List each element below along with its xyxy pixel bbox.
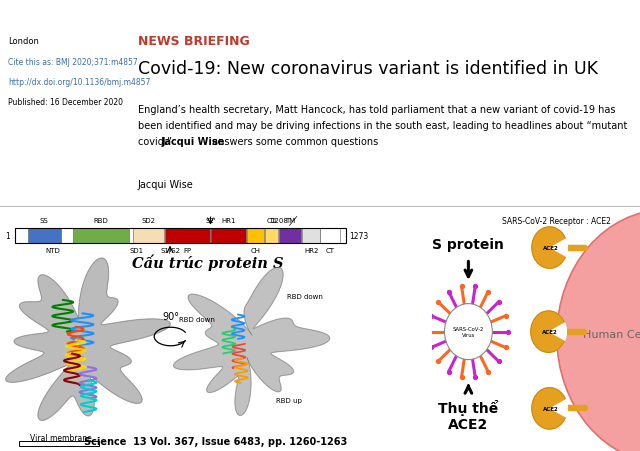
Text: Jacqui Wise: Jacqui Wise (161, 137, 225, 147)
Polygon shape (173, 268, 330, 415)
Bar (15, 228, 346, 243)
Text: SARS-CoV-2 Receptor : ACE2: SARS-CoV-2 Receptor : ACE2 (502, 216, 611, 226)
Text: been identified and may be driving infections in the south east, leading to head: been identified and may be driving infec… (138, 120, 627, 131)
Text: NEWS BRIEFING: NEWS BRIEFING (138, 35, 250, 48)
Text: London: London (8, 37, 39, 46)
Text: RBD down: RBD down (179, 317, 215, 323)
Polygon shape (6, 258, 170, 420)
Text: Cấu trúc protein S: Cấu trúc protein S (132, 254, 283, 271)
Polygon shape (532, 388, 565, 429)
Text: HR2: HR2 (304, 248, 319, 253)
Text: 1273: 1273 (349, 231, 368, 240)
Text: Published: 16 December 2020: Published: 16 December 2020 (8, 97, 123, 106)
Text: ACE2: ACE2 (543, 406, 558, 411)
Circle shape (444, 304, 492, 360)
Text: http://dx.doi.org/10.1136/bmj.m4857: http://dx.doi.org/10.1136/bmj.m4857 (8, 78, 150, 87)
Text: ACE2: ACE2 (541, 329, 557, 334)
Polygon shape (532, 227, 565, 269)
Text: SD2: SD2 (141, 218, 156, 224)
Text: Thụ thể
ACE2: Thụ thể ACE2 (438, 399, 499, 431)
Text: 1208: 1208 (269, 218, 287, 224)
Text: Jacqui Wise: Jacqui Wise (138, 179, 193, 189)
Text: CH: CH (250, 248, 260, 253)
Text: 90°: 90° (162, 312, 179, 322)
Text: HR1: HR1 (221, 218, 236, 224)
Text: SARS-CoV-2
Virus: SARS-CoV-2 Virus (452, 326, 484, 338)
Text: England’s health secretary, Matt Hancock, has told parliament that a new variant: England’s health secretary, Matt Hancock… (138, 105, 615, 115)
Text: SS: SS (40, 218, 49, 224)
Bar (247, 228, 264, 243)
Text: CT: CT (326, 248, 335, 253)
Text: CD: CD (266, 218, 276, 224)
Text: Cite this as: BMJ 2020;371:m4857: Cite this as: BMJ 2020;371:m4857 (8, 58, 138, 67)
Text: Viral membrane: Viral membrane (29, 433, 92, 442)
Text: FP: FP (183, 248, 191, 253)
Text: ACE2: ACE2 (543, 245, 558, 250)
Wedge shape (550, 399, 568, 418)
Text: NTD: NTD (45, 248, 60, 253)
Bar (133, 228, 164, 243)
Bar (321, 228, 340, 243)
Text: TM: TM (285, 218, 295, 224)
Text: SD1: SD1 (130, 248, 144, 253)
Bar (264, 228, 278, 243)
Circle shape (557, 210, 640, 451)
Text: covid.”: covid.” (138, 137, 175, 147)
Text: answers some common questions: answers some common questions (209, 137, 378, 147)
Bar (278, 228, 301, 243)
Text: Human Cell: Human Cell (582, 329, 640, 339)
Text: S1/S2: S1/S2 (160, 248, 180, 253)
FancyBboxPatch shape (19, 441, 99, 446)
Text: Covid-19: New coronavirus variant is identified in UK: Covid-19: New coronavirus variant is ide… (138, 60, 598, 78)
Bar (211, 228, 246, 243)
Bar (164, 228, 210, 243)
Polygon shape (531, 311, 564, 353)
Text: RBD: RBD (93, 218, 108, 224)
Text: S2': S2' (205, 218, 216, 224)
Text: S protein: S protein (433, 238, 504, 252)
Wedge shape (550, 239, 568, 258)
Text: Science  13 Vol. 367, Issue 6483, pp. 1260-1263: Science 13 Vol. 367, Issue 6483, pp. 126… (84, 436, 348, 446)
Bar (73, 228, 129, 243)
Text: 1: 1 (5, 231, 10, 240)
Text: RBD down: RBD down (287, 293, 323, 299)
Wedge shape (548, 322, 567, 341)
Bar (302, 228, 319, 243)
Text: NEWS: NEWS (584, 8, 630, 22)
Text: RBD up: RBD up (276, 397, 302, 403)
Bar (28, 228, 61, 243)
